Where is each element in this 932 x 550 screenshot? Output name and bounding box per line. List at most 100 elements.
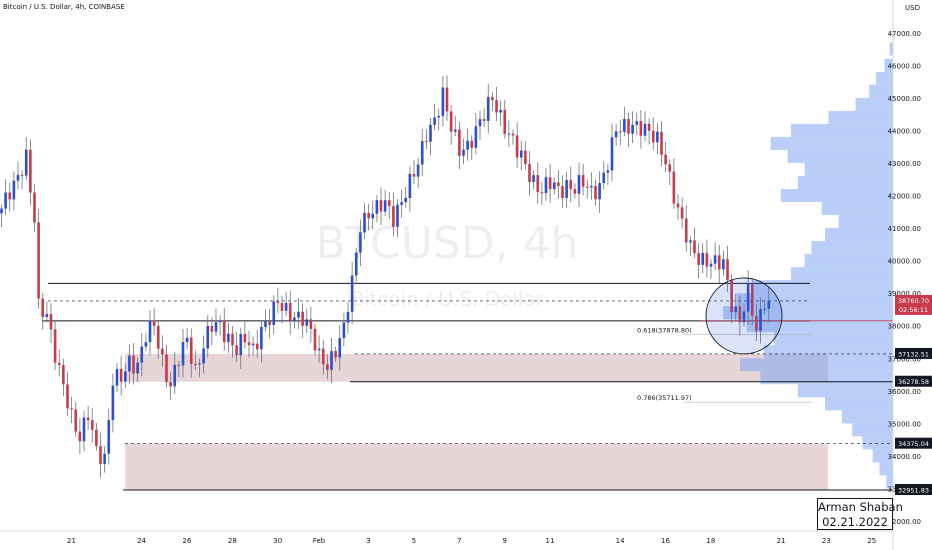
candle-up	[759, 308, 762, 331]
candle-down	[445, 87, 449, 112]
candle-down	[515, 135, 519, 158]
volume-profile-bar	[825, 228, 893, 242]
candle-down	[29, 149, 32, 193]
candle-down	[95, 429, 98, 447]
y-tick-label: 47000.00	[888, 30, 921, 38]
symbol-title: Bitcoin / U.S. Dollar, 4h, COINBASE	[3, 3, 125, 11]
candle-down	[569, 180, 573, 189]
candle-down	[280, 303, 284, 311]
candle-up	[420, 141, 424, 165]
candle-up	[552, 182, 556, 190]
volume-profile-bar	[804, 254, 893, 268]
candle-up	[342, 322, 346, 339]
volume-profile-bar	[797, 384, 893, 398]
candle-down	[70, 408, 73, 410]
candle-down	[288, 302, 292, 321]
volume-profile-bar	[842, 410, 893, 424]
y-tick-label: 34000.00	[888, 453, 921, 461]
candle-up	[284, 302, 288, 311]
candle-up	[722, 259, 725, 270]
volume-profile-bar	[797, 175, 893, 189]
candle-down	[119, 369, 123, 382]
x-tick-label: 14	[616, 537, 625, 545]
price-tag-label: 36278.58	[898, 378, 929, 386]
candle-down	[672, 171, 676, 204]
candle-down	[647, 123, 651, 131]
candle-up	[12, 180, 16, 200]
author-name: Arman Shaban	[818, 500, 903, 514]
candle-down	[639, 121, 643, 136]
candle-up	[689, 240, 692, 243]
fib-label: 0.786(35711.97)	[637, 394, 692, 402]
candle-down	[152, 320, 156, 326]
x-tick-label: 28	[228, 537, 237, 545]
candle-down	[511, 133, 515, 136]
candle-down	[503, 109, 507, 135]
x-tick-label: 30	[273, 537, 282, 545]
volume-profile-bar	[787, 149, 893, 163]
candle-down	[750, 283, 754, 316]
candle-down	[482, 119, 486, 121]
candle-up	[218, 320, 222, 323]
candle-up	[474, 126, 478, 148]
candle-up	[206, 325, 210, 349]
y-tick-label: 44000.00	[888, 127, 921, 135]
volume-profile-bar	[889, 42, 893, 56]
candle-down	[458, 129, 461, 156]
candle-up	[383, 200, 387, 212]
price-tag-box	[895, 375, 932, 387]
candle-down	[66, 384, 69, 409]
price-tags: 37132.51 36278.58 34375.04 32951.83 38760.70…	[895, 294, 932, 496]
candle-down	[78, 431, 82, 442]
candle-up	[202, 348, 205, 364]
volume-profile-bar	[855, 97, 893, 111]
candle-down	[255, 343, 259, 350]
volume-profile-bar	[884, 58, 893, 72]
candle-up	[82, 417, 86, 442]
candle-up	[148, 320, 152, 343]
candle-down	[247, 342, 251, 346]
volume-profile-bar	[825, 397, 893, 411]
candle-down	[189, 337, 193, 365]
candle-down	[8, 192, 12, 200]
candle-down	[594, 185, 597, 200]
candle-up	[565, 180, 568, 198]
supply-demand-zone	[125, 353, 828, 382]
price-tag-box	[895, 484, 932, 496]
candle-down	[585, 186, 589, 188]
candle-up	[181, 342, 185, 366]
candle-down	[53, 329, 57, 363]
candle-up	[375, 200, 379, 214]
candle-up	[462, 149, 465, 156]
candle-up	[140, 346, 144, 363]
candle-down	[676, 203, 680, 208]
candle-up	[590, 185, 593, 188]
x-tick-label: 16	[661, 537, 670, 545]
x-tick-label: 21	[67, 537, 76, 545]
volume-profile-bar	[746, 319, 893, 333]
candle-down	[680, 207, 684, 219]
current-price-label: 38760.70	[898, 297, 929, 305]
candle-down	[156, 325, 160, 349]
price-tag-label: 37132.51	[898, 350, 929, 358]
candle-down	[90, 420, 94, 430]
candle-up	[293, 317, 296, 321]
candle-up	[478, 119, 482, 127]
candle-up	[396, 204, 399, 227]
highlight-circle	[705, 277, 783, 355]
candle-up	[709, 263, 713, 267]
time-axis[interactable]: 21 24 26 28 30 Feb 3 5 7 9 11 14 16 18 21 23 25	[67, 537, 876, 545]
x-tick-label: 3	[366, 537, 370, 545]
candle-down	[726, 259, 729, 280]
candle-up	[433, 117, 436, 125]
watermark-name: Bitcoin / U.S. Dollar	[350, 287, 544, 311]
volume-profile-bar	[736, 293, 893, 307]
candle-down	[524, 150, 527, 165]
candle-up	[713, 255, 717, 264]
candle-down	[717, 255, 721, 270]
candle-up	[330, 351, 333, 370]
candle-down	[581, 175, 585, 187]
candle-up	[107, 420, 111, 454]
candle-down	[618, 131, 622, 133]
